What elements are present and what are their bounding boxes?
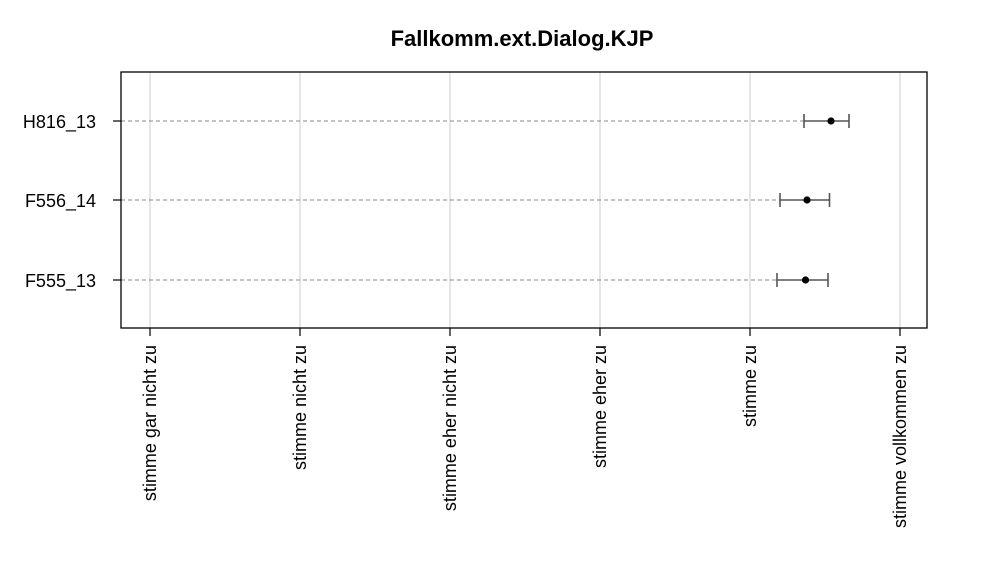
- x-tick-label: stimme nicht zu: [290, 345, 310, 470]
- x-tick-label: stimme eher nicht zu: [440, 345, 460, 511]
- data-marks: [776, 114, 850, 287]
- x-tick-label: stimme eher zu: [590, 345, 610, 468]
- x-tick-label: stimme vollkommen zu: [890, 345, 910, 528]
- mean-point: [801, 276, 810, 284]
- x-tick-label: stimme zu: [740, 345, 760, 427]
- y-tick-label: F555_13: [25, 271, 96, 292]
- guide-lines: [121, 120, 804, 281]
- mean-point: [803, 196, 811, 204]
- y-axis: H816_13 F556_14 F555_13: [23, 112, 121, 292]
- x-tick-label: stimme gar nicht zu: [140, 345, 160, 501]
- x-axis: stimme gar nicht zu stimme nicht zu stimme…: [140, 328, 910, 528]
- mean-point: [827, 117, 835, 125]
- y-tick-label: F556_14: [25, 191, 96, 212]
- chart-title: Fallkomm.ext.Dialog.KJP: [391, 26, 654, 51]
- y-tick-label: H816_13: [23, 112, 96, 133]
